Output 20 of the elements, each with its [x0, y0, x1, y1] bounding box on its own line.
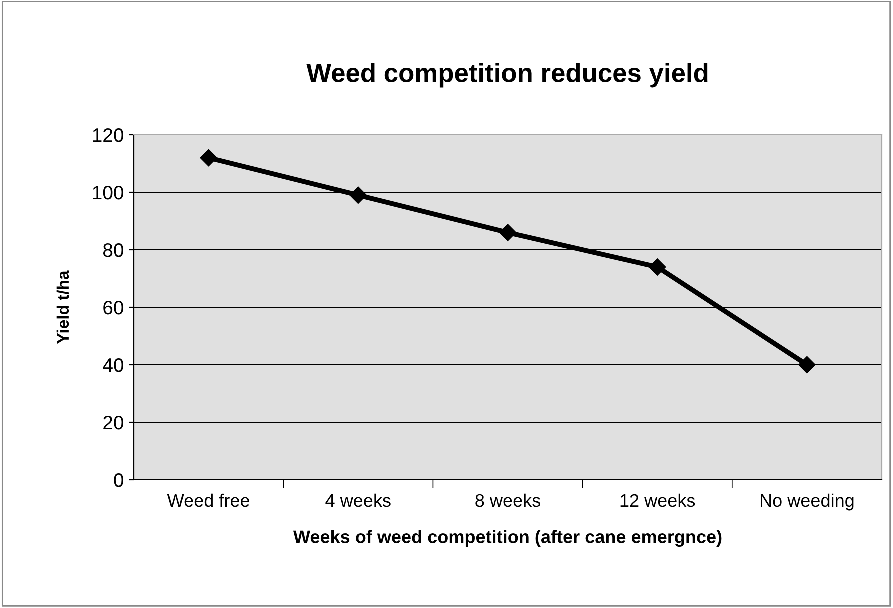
point [499, 224, 517, 242]
point [350, 186, 367, 204]
x-tick-label: 4 weeks [326, 494, 391, 508]
point [200, 149, 218, 167]
y-tick-label: 20 [104, 416, 124, 430]
x-axis-title: Weeks of weed competition (after cane emergnce) [293, 530, 722, 548]
y-tick-label: 80 [103, 243, 124, 258]
x-tick-label: Weed free [167, 494, 250, 508]
x-tick-label: No weeding [761, 494, 854, 511]
x-tick-label: 12 weeks [620, 494, 696, 508]
y-tick-label: 0 [114, 473, 124, 488]
point [649, 258, 666, 276]
y-tick-label: 100 [93, 186, 124, 200]
chart-title: Weed competition reduces yield [306, 63, 708, 88]
y-axis-title: Yield t/ha [56, 270, 70, 344]
y-tick-label: 120 [93, 128, 124, 142]
y-tick-label: 40 [103, 358, 124, 372]
y-tick-label: 60 [104, 300, 124, 315]
point [798, 356, 816, 374]
x-tick-label: 8 weeks [476, 494, 540, 508]
